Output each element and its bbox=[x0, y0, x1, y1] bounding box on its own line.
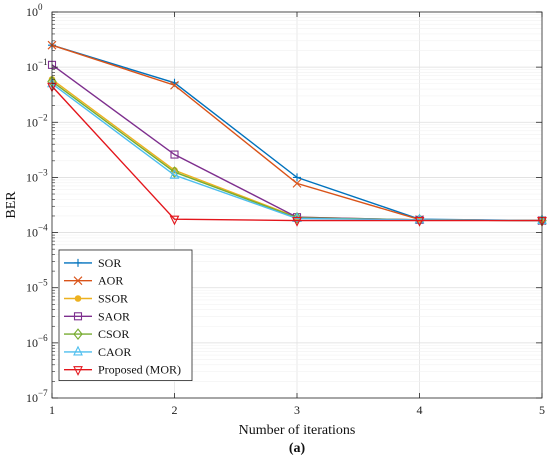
legend-item: SAOR bbox=[64, 309, 130, 323]
legend-item: SOR bbox=[64, 256, 121, 270]
marker-triangle-down bbox=[414, 217, 425, 227]
y-tick-exponent: −2 bbox=[38, 112, 48, 122]
y-tick-exponent: −5 bbox=[38, 278, 48, 288]
legend-label: SAOR bbox=[98, 309, 130, 323]
legend: SOR AOR SSOR SAOR CSOR CAOR Proposed (MOR) bbox=[58, 249, 193, 382]
y-tick-exponent: −1 bbox=[38, 57, 48, 67]
y-axis-label: BER bbox=[4, 191, 19, 219]
marker-x bbox=[292, 178, 302, 188]
marker-triangle-down bbox=[292, 217, 302, 227]
y-tick-label: 10−3 bbox=[26, 167, 48, 184]
x-tick-label: 1 bbox=[49, 403, 55, 417]
series-line bbox=[51, 85, 542, 222]
y-tick-label: 10−6 bbox=[26, 333, 48, 350]
y-tick-exponent: −3 bbox=[38, 167, 48, 177]
marker-x bbox=[73, 276, 83, 286]
y-tick-exponent: −4 bbox=[38, 223, 48, 233]
marker-plus bbox=[293, 173, 301, 182]
y-tick-label: 10−1 bbox=[26, 57, 48, 74]
marker-triangle-down bbox=[169, 215, 180, 226]
marker-square bbox=[73, 312, 83, 321]
marker-plus bbox=[74, 258, 82, 267]
y-tick-exponent: 0 bbox=[38, 2, 43, 12]
legend-label: SOR bbox=[98, 256, 121, 270]
series-proposed-mor bbox=[47, 82, 547, 227]
x-tick-label: 5 bbox=[539, 403, 545, 417]
y-tick-label: 10−4 bbox=[26, 223, 48, 240]
legend-label: Proposed (MOR) bbox=[98, 363, 181, 377]
marker-diamond bbox=[73, 328, 83, 340]
x-tick-label: 2 bbox=[172, 403, 178, 417]
legend-label: CSOR bbox=[98, 327, 129, 341]
marker-diamond bbox=[169, 166, 180, 178]
x-axis-label: Number of iterations bbox=[239, 423, 356, 438]
x-tick-label: 3 bbox=[294, 403, 300, 417]
x-tick-label: 4 bbox=[417, 403, 423, 417]
legend-item: CAOR bbox=[64, 345, 131, 359]
y-tick-label: 10−2 bbox=[26, 112, 48, 129]
marker-triangle-up bbox=[73, 345, 83, 356]
marker-x bbox=[170, 80, 179, 90]
legend-item: Proposed (MOR) bbox=[64, 363, 181, 377]
marker-dot bbox=[74, 295, 82, 302]
legend-label: CAOR bbox=[98, 345, 131, 359]
marker-triangle-down bbox=[73, 366, 83, 376]
axis-ticks: 1 2 3 4 5 100 10−1 10−2 10−3 10−4 10−5 10−6 10−7 bbox=[26, 2, 545, 417]
marker-square bbox=[170, 150, 179, 159]
legend-item: AOR bbox=[64, 274, 123, 288]
y-tick-exponent: −6 bbox=[38, 333, 48, 343]
legend-label: AOR bbox=[98, 274, 123, 288]
marker-triangle-up bbox=[414, 213, 425, 224]
legend-label: SSOR bbox=[98, 292, 128, 306]
figure-caption: (a) bbox=[289, 441, 306, 456]
y-tick-exponent: −7 bbox=[38, 388, 48, 398]
marker-diamond bbox=[292, 211, 302, 224]
legend-item: CSOR bbox=[64, 327, 129, 341]
y-tick-label: 10−7 bbox=[26, 388, 48, 405]
legend-item: SSOR bbox=[64, 292, 128, 306]
y-tick-label: 10−5 bbox=[26, 278, 48, 295]
marker-triangle-up bbox=[169, 168, 180, 179]
y-tick-label: 100 bbox=[26, 2, 43, 19]
